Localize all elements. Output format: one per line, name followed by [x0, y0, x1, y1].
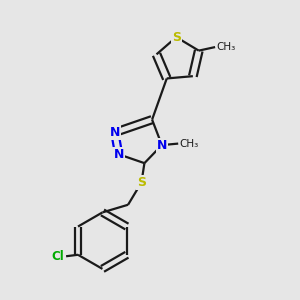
Text: Cl: Cl	[52, 250, 64, 263]
Text: N: N	[157, 139, 167, 152]
Text: N: N	[113, 148, 124, 161]
Text: S: S	[137, 176, 146, 189]
Text: CH₃: CH₃	[217, 42, 236, 52]
Text: N: N	[110, 126, 120, 139]
Text: S: S	[172, 31, 181, 44]
Text: CH₃: CH₃	[180, 139, 199, 148]
